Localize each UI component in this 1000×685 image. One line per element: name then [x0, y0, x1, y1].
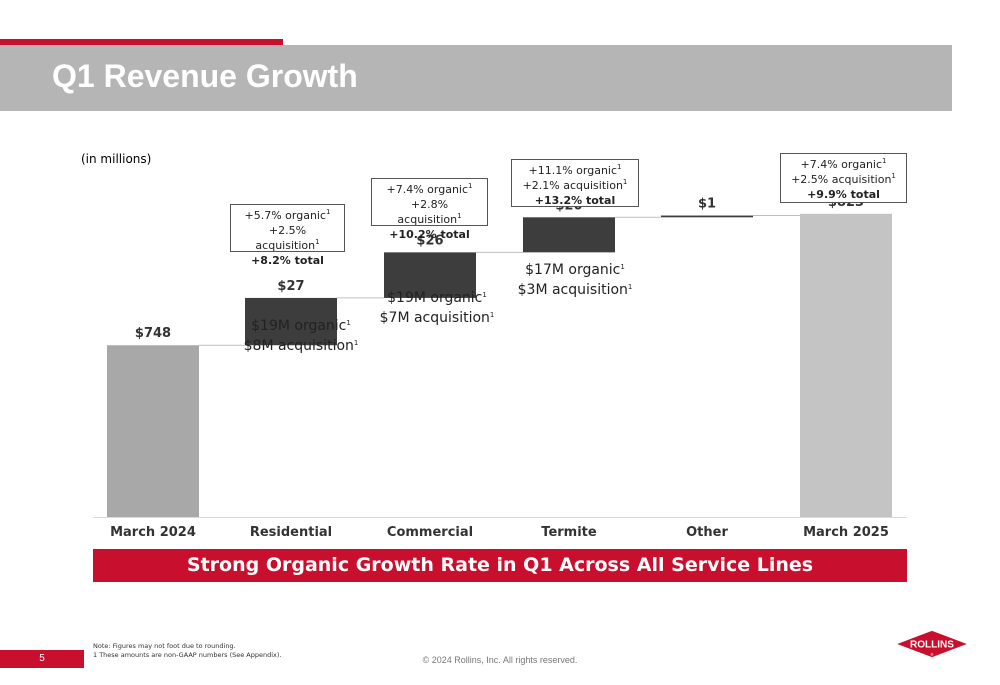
category-label: March 2024 — [110, 525, 196, 540]
logo-text: ROLLINS — [910, 640, 954, 651]
rollins-logo: ROLLINS ® — [894, 629, 970, 659]
footnote-marker: 1 — [457, 212, 462, 220]
footnote-marker: 1 — [622, 178, 628, 186]
footnote-marker: 1 — [482, 291, 487, 299]
footnote-marker: 1 — [882, 157, 887, 165]
breakdown-acquisition: $3M acquisition — [517, 282, 628, 298]
footnote-marker: 1 — [346, 319, 351, 327]
logo-registered: ® — [931, 652, 934, 657]
annotation-acquisition: +2.5% acquisition — [791, 173, 892, 186]
footnote-marker: 1 — [627, 283, 633, 291]
annotation-total: +9.9% total — [807, 188, 880, 201]
annotation-acquisition: +2.8% acquisition — [397, 198, 458, 226]
bar — [245, 297, 337, 346]
footnote-marker: 1 — [489, 311, 495, 319]
page-title: Q1 Revenue Growth — [52, 58, 358, 94]
bar — [107, 345, 199, 517]
copyright: © 2024 Rollins, Inc. All rights reserved… — [422, 655, 578, 665]
footnote-marker: 1 — [617, 163, 622, 171]
page-number: 5 — [0, 650, 84, 668]
annotation-commercial: +7.4% organic1 +2.8% acquisition1 +10.2%… — [371, 178, 488, 241]
annotation-organic: +5.7% organic — [244, 209, 327, 222]
annotation-acquisition: +2.5% acquisition — [255, 224, 316, 252]
annotation-organic: +7.4% organic — [386, 183, 469, 196]
category-label: Commercial — [387, 525, 473, 540]
breakdown-residential: $19M organic1 $8M acquisition1 — [226, 316, 376, 356]
annotation-total: +8.2% total — [251, 254, 324, 267]
footnote-marker: 1 — [353, 339, 359, 347]
footnote-marker: 1 — [315, 238, 320, 246]
annotation-total: +10.2% total — [389, 228, 470, 241]
units-label: (in millions) — [81, 152, 152, 166]
footnote-marker: 1 — [891, 172, 896, 180]
footnote-marker: 1 — [620, 263, 625, 271]
title-band — [0, 45, 952, 111]
footnote-rounding: Note: Figures may not foot due to roundi… — [93, 642, 236, 650]
annotation-termite: +11.1% organic1 +2.1% acquisition1 +13.2… — [511, 159, 639, 207]
bar — [661, 215, 753, 218]
breakdown-termite: $17M organic1 $3M acquisition1 — [500, 260, 650, 300]
category-label: Termite — [541, 525, 597, 540]
footnotes: Note: Figures may not foot due to roundi… — [93, 642, 282, 660]
category-label: Residential — [250, 525, 332, 540]
data-label: $1 — [698, 197, 716, 212]
data-label: $27 — [277, 279, 304, 294]
bar — [523, 217, 615, 253]
data-label: $748 — [135, 326, 171, 341]
annotation-organic: +11.1% organic — [528, 164, 618, 177]
bar — [384, 252, 476, 298]
annotation-organic: +7.4% organic — [800, 158, 883, 171]
footnote-marker: 1 — [468, 182, 473, 190]
breakdown-commercial: $19M organic1 $7M acquisition1 — [362, 288, 512, 328]
breakdown-organic: $19M organic — [251, 318, 347, 334]
breakdown-acquisition: $7M acquisition — [379, 310, 490, 326]
annotation-residential: +5.7% organic1 +2.5% acquisition1 +8.2% … — [230, 204, 345, 267]
breakdown-acquisition: $8M acquisition — [243, 338, 354, 354]
breakdown-organic: $17M organic — [525, 262, 621, 278]
category-label: March 2025 — [803, 525, 889, 540]
data-label: $26 — [416, 233, 443, 248]
logo-diamond — [894, 629, 970, 659]
annotation-march-2025: +7.4% organic1 +2.5% acquisition1 +9.9% … — [780, 153, 907, 203]
footnote-non-gaap: 1 These amounts are non-GAAP numbers (Se… — [93, 651, 282, 659]
annotation-total: +13.2% total — [534, 194, 616, 207]
annotation-acquisition: +2.1% acquisition — [522, 179, 623, 192]
summary-banner: Strong Organic Growth Rate in Q1 Across … — [93, 549, 907, 582]
breakdown-organic: $19M organic — [387, 290, 483, 306]
header-accent-bar — [0, 39, 283, 45]
category-label: Other — [686, 525, 728, 540]
footnote-marker: 1 — [326, 208, 331, 216]
bar — [800, 213, 892, 517]
